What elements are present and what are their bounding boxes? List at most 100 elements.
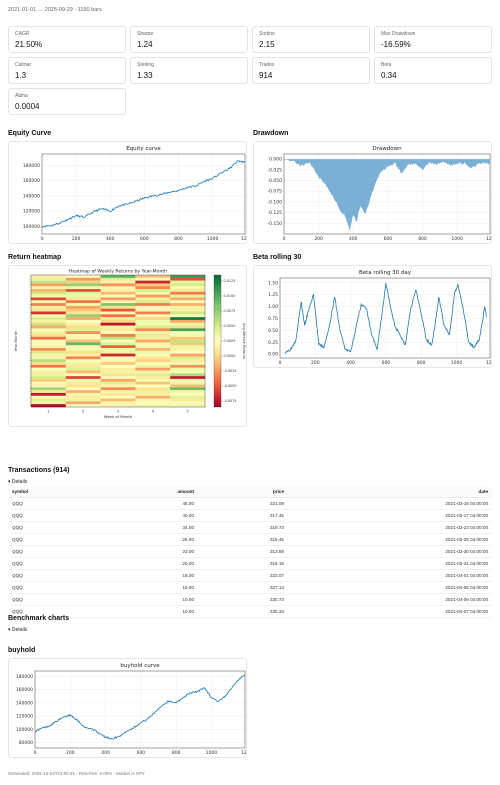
heatmap-cell — [170, 314, 206, 318]
heatmap-cell — [65, 395, 101, 399]
metric-value: 21.50% — [15, 40, 43, 49]
y-tick-label: 1.00 — [268, 304, 278, 310]
x-tick-label: 3 — [117, 409, 120, 414]
plot-frame — [41, 153, 246, 235]
heatmap-cell — [65, 364, 101, 368]
cell-amount: 10.00 — [158, 593, 198, 606]
heatmap-cell — [31, 398, 66, 402]
heatmap-cell — [135, 277, 171, 281]
heatmap-cell — [31, 362, 66, 366]
y-tick-label: -0.100 — [267, 199, 282, 205]
heatmap-cell — [65, 345, 101, 349]
heatmap-cell — [135, 348, 171, 352]
heatmap-cell — [100, 336, 136, 340]
buyhold-chart: buyhold curve 80000 100000 120000 140000 1600… — [16, 663, 247, 756]
heatmap-cell — [65, 325, 101, 329]
beta-chart-card: Beta rolling 30 day 0.00 0.25 0.50 0.75 1.00 1… — [253, 265, 492, 368]
metric-card-sortino: Sortino 2.15 — [252, 26, 370, 53]
x-tick-label: 0 — [283, 236, 286, 242]
section-title-benchmark: Benchmark charts — [8, 615, 70, 622]
y-tick-label: 120000 — [23, 209, 40, 215]
table-row: QQQ 20.00 316.16 2021-03-31 04:00:00 — [8, 557, 492, 570]
heatmap-cell — [135, 364, 171, 368]
heatmap-cell — [170, 359, 206, 363]
x-tick-label: 5 — [186, 409, 189, 414]
cell-amount: 20.00 — [158, 557, 198, 570]
heatmap-chart-card: Heatmap of Weekly Returns by Year-Month 1… — [8, 265, 247, 427]
plot-frame — [34, 670, 246, 749]
heatmap-cell — [100, 384, 136, 388]
column-header-amount[interactable]: amount — [158, 487, 198, 498]
x-tick-label: 1000 — [451, 360, 463, 366]
heatmap-cell — [135, 384, 171, 388]
heatmap-cell — [100, 339, 136, 343]
transactions-details-toggle[interactable]: ▾ Details — [8, 479, 28, 485]
column-header-date[interactable]: date — [288, 487, 492, 498]
heatmap-cell — [135, 359, 171, 363]
heatmap-cell — [100, 300, 136, 304]
plot-frame — [283, 153, 491, 235]
section-title-drawdown: Drawdown — [253, 130, 289, 137]
x-tick-label: 1000 — [451, 236, 463, 242]
heatmap-cell — [135, 398, 171, 402]
y-tick-label: 0.000 — [269, 157, 282, 163]
heatmap-cell — [65, 300, 101, 304]
heatmap-cell — [65, 390, 101, 394]
heatmap-cell — [100, 277, 136, 281]
colorbar-tick-label: -0.0050 — [224, 384, 237, 388]
cell-amount: 34.00 — [158, 521, 198, 534]
heatmap-cell — [170, 348, 206, 352]
heatmap-cell — [100, 390, 136, 394]
heatmap-cell — [65, 404, 101, 408]
metric-card-calmar: Calmar 1.3 — [8, 57, 126, 84]
x-tick-label: 1200 — [241, 750, 247, 756]
heatmap-cell — [100, 325, 136, 329]
plot-frame — [279, 277, 491, 359]
metric-value: 0.0004 — [15, 102, 40, 111]
x-tick-label: 200 — [72, 236, 81, 242]
column-header-symbol[interactable]: symbol — [8, 487, 158, 498]
buyhold-chart-card: buyhold curve 80000 100000 120000 140000 1600… — [8, 658, 247, 758]
heatmap-cell — [170, 370, 206, 374]
benchmark-details-toggle[interactable]: ▾ Details — [8, 627, 28, 633]
heatmap-cell — [31, 297, 66, 301]
transactions-table-body: QQQ 48.00 321.09 2021-03-16 04:00:00 QQQ 40.0… — [8, 497, 492, 618]
heatmap-cell — [100, 328, 136, 332]
metric-value: 2.15 — [259, 40, 275, 49]
heatmap-cell — [100, 289, 136, 293]
heatmap-cell — [170, 291, 206, 295]
heatmap-cell — [100, 367, 136, 371]
colorbar-label: Avg Weekly Returns — [242, 323, 246, 359]
section-title-buyhold: buyhold — [8, 647, 36, 654]
report-meta: 2021-01-01 → 2025-09-29 · 1190 bars — [8, 7, 102, 13]
heatmap-cell — [135, 336, 171, 340]
heatmap-cell — [135, 387, 171, 391]
table-row: QQQ 28.00 315.45 2021-03-29 04:00:00 — [8, 533, 492, 546]
y-tick-label: 100000 — [16, 727, 33, 733]
heatmap-cell — [65, 378, 101, 382]
heatmap-cell — [31, 277, 66, 281]
cell-symbol: QQQ — [8, 497, 158, 510]
cell-price: 330.33 — [198, 605, 288, 618]
heatmap-cell — [135, 300, 171, 304]
heatmap-cell — [135, 283, 171, 287]
heatmap-cell — [100, 387, 136, 391]
heatmap-cell — [100, 333, 136, 337]
heatmap-cell — [100, 398, 136, 402]
heatmap-chart: Heatmap of Weekly Returns by Year-Month 1… — [13, 269, 246, 420]
heatmap-cell — [135, 311, 171, 315]
heatmap-cell — [31, 314, 66, 318]
heatmap-cell — [100, 378, 136, 382]
column-header-price[interactable]: price — [198, 487, 288, 498]
heatmap-cell — [170, 345, 206, 349]
chart-title: Drawdown — [372, 146, 402, 152]
heatmap-cell — [65, 331, 101, 335]
heatmap-cell — [135, 308, 171, 312]
heatmap-cell — [100, 331, 136, 335]
heatmap-cell — [100, 395, 136, 399]
heatmap-cell — [135, 280, 171, 284]
drawdown-chart-card: Drawdown 0.000 -0.025 -0.050 -0.075 -0.100 -0.… — [253, 141, 492, 244]
cell-date: 2021-03-16 04:00:00 — [288, 497, 492, 510]
x-tick-label: 400 — [349, 236, 358, 242]
heatmap-cell — [65, 328, 101, 332]
